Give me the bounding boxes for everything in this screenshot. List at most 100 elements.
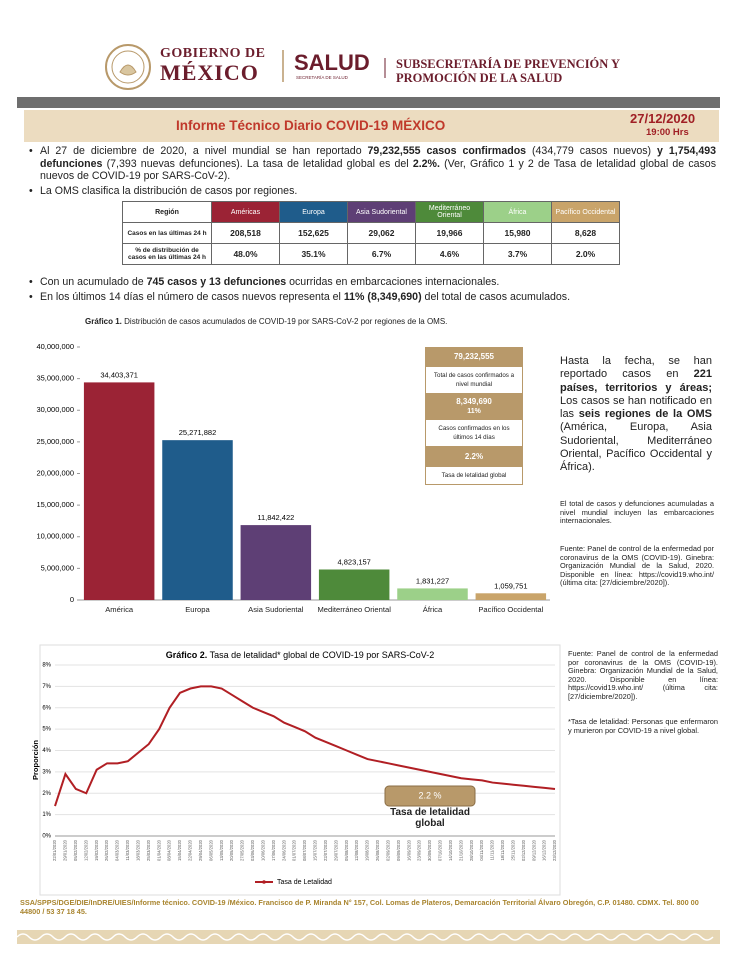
x-tick-label: 08/04/2020 (167, 839, 172, 861)
x-tick-label: 11/03/2020 (125, 839, 130, 860)
table-cell: 35.1% (279, 243, 348, 265)
source: Fuente: Panel de control de la enfermeda… (568, 649, 718, 701)
text-run: 221 países, territorios y áreas; (560, 368, 712, 394)
table-cell: 8,628 (551, 222, 620, 244)
y-tick-label: 4% (42, 748, 51, 754)
text-run: 2.2%. (412, 157, 440, 170)
x-tick-label: 01/07/2020 (292, 839, 297, 861)
bullet: Con un acumulado de 745 casos y 13 defun… (28, 276, 716, 289)
bar (397, 588, 468, 600)
title-prefix: Gráfico 2. (166, 650, 208, 660)
annotation-box (384, 785, 476, 807)
logo-inner (111, 50, 145, 84)
summary-recent: 8,349,690 (425, 394, 523, 407)
logo-ring (105, 44, 151, 90)
y-tick-label: 8% (42, 663, 51, 669)
x-tick-label: 03/06/2020 (250, 839, 255, 861)
x-tick-label: 01/04/2020 (156, 839, 161, 861)
report-time: 19:00 Hrs (646, 127, 689, 138)
summary-recent-label: Casos confirmados en los últimos 14 días (425, 419, 523, 447)
bullets-mid: Con un acumulado de 745 casos y 13 defun… (28, 276, 716, 305)
table-cell: 4.6% (415, 243, 484, 265)
subsecretaria: SUBSECRETARÍA DE PREVENCIÓN Y PROMOCIÓN … (396, 57, 620, 85)
title-text: Tasa de letalidad* global de COVID-19 po… (210, 650, 435, 660)
y-tick-label: 20,000,000 (36, 468, 74, 477)
x-tick-label: 11/11/2020 (490, 839, 495, 860)
x-tick-label: 23/12/2020 (552, 839, 557, 861)
y-tick-label: 5% (42, 727, 51, 733)
subsecretaria-line: PROMOCIÓN DE LA SALUD (396, 71, 563, 85)
bar (240, 525, 312, 600)
x-tick-label: 25/11/2020 (510, 839, 515, 860)
title-band (24, 110, 719, 142)
x-tick-label: 21/10/2020 (458, 839, 463, 861)
value-label: 1,831,227 (416, 576, 449, 585)
chart-title: Gráfico 2. Tasa de letalidad* global de … (166, 650, 434, 660)
table-cell: 19,966 (415, 222, 484, 244)
x-tick-label: 07/10/2020 (438, 839, 443, 861)
subsecretaria-line: SUBSECRETARÍA DE PREVENCIÓN Y (396, 57, 620, 71)
table-header: Asia Sudoriental (347, 201, 416, 223)
x-tick-label: 05/02/2020 (73, 839, 78, 861)
bar (475, 593, 547, 600)
text-run: 79,232,555 casos confirmados (367, 145, 527, 157)
logo-eagle (119, 64, 137, 76)
x-tick-label: 02/12/2020 (521, 839, 526, 861)
source: Fuente: Panel de control de la enfermeda… (560, 544, 714, 588)
value-label: 25,271,882 (179, 428, 217, 437)
x-tick-label: 05/08/2020 (344, 839, 349, 861)
agency: SALUD (294, 50, 370, 75)
table-header: Región (122, 201, 212, 223)
gray-band (17, 97, 720, 108)
x-tick-label: 19/08/2020 (365, 839, 370, 861)
x-tick-label: 06/05/2020 (208, 839, 213, 861)
text-run: (7,393 nuevas defunciones). La tasa de l… (102, 157, 413, 170)
x-tick-label: 12/02/2020 (83, 839, 88, 861)
x-tick-label: 20/05/2020 (229, 839, 234, 861)
table-cell: 3.7% (483, 243, 552, 265)
bar (162, 440, 233, 600)
text-run: 11% (8,349,690) (343, 290, 422, 303)
summary-total: 79,232,555 (425, 347, 523, 366)
y-tick-label: 15,000,000 (36, 500, 74, 509)
text-run: (Ver, Gráfico 1 y 2 de Tasa de letalidad… (40, 157, 716, 183)
text-run: seis regiones de la OMS (578, 408, 712, 421)
summary-box: 79,232,555 Total de casos confirmados a … (425, 347, 523, 485)
annotation-label: 2.2 % (418, 790, 441, 800)
y-tick-label: 6% (42, 705, 51, 711)
x-tick-label: 13/05/2020 (219, 839, 224, 861)
x-tick-label: 17/06/2020 (271, 839, 276, 861)
table-cell: 152,625 (279, 222, 348, 244)
text-run: Al 27 de diciembre de 2020, a nivel mund… (40, 145, 368, 157)
table-wrap: Región Américas Europa Asia Sudoriental Medi… (122, 201, 620, 265)
agency-sub: SECRETARÍA DE SALUD (296, 75, 348, 80)
report-title: Informe Técnico Diario COVID-19 MÉXICO (176, 118, 446, 133)
y-tick-label: 2% (42, 791, 51, 797)
y-axis-label: Proporción (31, 740, 40, 780)
x-tick-label: 24/06/2020 (281, 839, 286, 861)
table-row: % de distribución de casos en las última… (122, 243, 620, 265)
text-run: Los casos se han notificado en las (560, 394, 712, 421)
y-tick-label: 3% (42, 769, 51, 775)
chart-frame (39, 644, 561, 896)
value-label: 11,842,422 (257, 513, 294, 522)
annotation-text: Tasa de letalidad global (390, 807, 470, 829)
x-tick-label: 02/09/2020 (385, 839, 390, 861)
logo (105, 44, 151, 90)
x-tick-label: 25/03/2020 (146, 839, 151, 861)
x-tick-label: 09/12/2020 (531, 839, 536, 861)
y-tick-label: 30,000,000 (36, 405, 74, 414)
table-header: Pacífico Occidental (551, 201, 620, 223)
side-text: Hasta la fecha, se han reportado casos e… (560, 355, 712, 475)
bullet: En los últimos 14 días el número de caso… (28, 291, 716, 304)
bar (318, 569, 390, 600)
x-tick-label: Mediterráneo Oriental (317, 605, 391, 614)
x-tick-label: 26/08/2020 (375, 839, 380, 861)
table-cell: 48.0% (211, 243, 280, 265)
text-run: del total de casos acumulados. (421, 290, 571, 303)
table-cell: 6.7% (347, 243, 416, 265)
table-header: África (483, 201, 552, 223)
y-tick-label: 0 (70, 595, 74, 604)
text-run: (434,779 casos nuevos) (526, 145, 658, 157)
table-header: Europa (279, 201, 348, 223)
